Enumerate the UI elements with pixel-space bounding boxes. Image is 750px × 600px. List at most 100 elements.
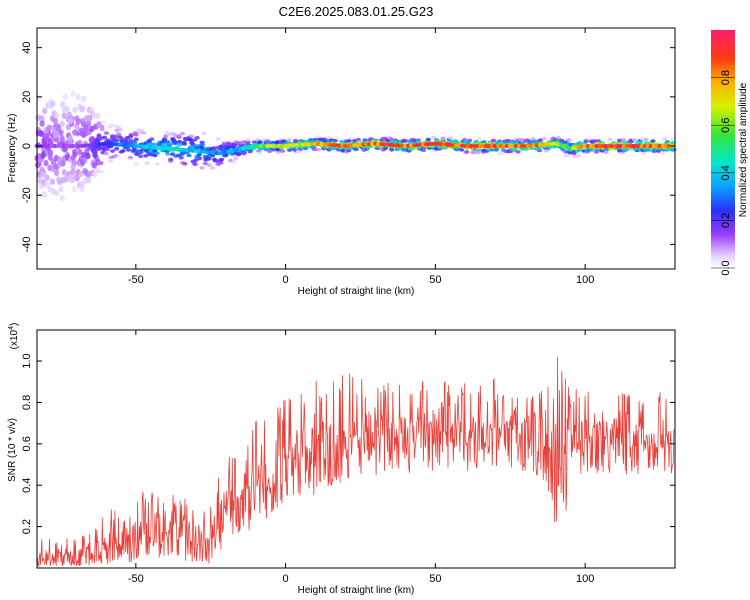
spectrogram-cell [209, 154, 215, 158]
spectrogram-cell [75, 118, 81, 125]
spectrogram-cell [85, 120, 92, 128]
snr-x-axis-title: Height of straight line (km) [298, 585, 415, 596]
spectrogram-cell [389, 148, 395, 152]
spectrogram-cell [564, 154, 570, 158]
snr-panel: -50 0 50 100 0.2 0.4 0.6 0.8 1.0 Height of stra… [7, 323, 676, 596]
spectrogram-cell [181, 142, 187, 146]
spectrogram-cell [127, 155, 133, 160]
spectrogram-cell [74, 175, 80, 182]
spectrogram-cell [103, 151, 109, 156]
snr-y-axis-title: SNR (10 * v/v) [7, 418, 18, 482]
spectrogram-cell [163, 134, 169, 138]
spectrogram-cell [219, 157, 225, 162]
spectrogram-cell [425, 137, 431, 142]
spectrogram-cell [168, 157, 174, 162]
spectrogram-cell [86, 176, 92, 184]
spectrogram-cell [476, 137, 482, 141]
spectrogram-y-tick-label: 0 [21, 143, 33, 149]
spectrogram-cell [505, 139, 511, 143]
spectrogram-cell [362, 138, 368, 142]
spectrogram-x-tick-label: 50 [429, 274, 441, 286]
spectrogram-cell [85, 152, 91, 160]
spectrogram-cell [607, 137, 613, 142]
spectrogram-cell [265, 139, 271, 143]
spectrogram-cell [148, 148, 154, 153]
spectrogram-cell [194, 136, 200, 140]
spectrogram-cell [59, 120, 65, 128]
spectrogram-cell [75, 93, 81, 101]
spectrogram-cell [84, 147, 90, 155]
spectrogram-cell [54, 169, 60, 176]
spectrogram-cell [275, 150, 281, 155]
spectrogram-cell [206, 163, 212, 167]
spectrogram-cell [176, 139, 183, 144]
spectrogram-cell [91, 112, 97, 119]
spectrogram-cell [197, 156, 203, 161]
spectrogram-cell [293, 138, 299, 143]
spectrogram-cell [215, 137, 221, 141]
snr-x-tick-label: 100 [576, 573, 594, 585]
spectrogram-cell [314, 134, 320, 139]
spectrogram-cell [555, 136, 562, 140]
spectrogram-cell [91, 162, 97, 169]
spectrogram-cell [82, 156, 88, 164]
spectrogram-cell [50, 100, 56, 107]
spectrogram-cell [103, 131, 110, 135]
spectrogram-cell [186, 153, 192, 158]
spectrogram-cell [267, 149, 273, 153]
spectrogram-cell [82, 168, 88, 175]
spectrogram-cell [660, 151, 666, 155]
snr-x-tick-label: -50 [128, 573, 144, 585]
spectrogram-cell [346, 139, 352, 143]
snr-series-line [36, 356, 675, 568]
spectrogram-cell [589, 148, 595, 152]
spectrogram-cell [61, 112, 67, 120]
spectrogram-cell [118, 136, 125, 141]
spectrogram-cell [632, 138, 638, 142]
spectrogram-cell [559, 138, 565, 143]
spectrogram-cell [43, 159, 49, 167]
spectrogram-cell [72, 106, 78, 114]
spectrogram-frame [36, 27, 676, 270]
spectrogram-cell [583, 139, 589, 144]
spectrogram-cell [108, 159, 114, 163]
snr-y-tick-label: 0.6 [21, 436, 33, 451]
spectrogram-cell [60, 101, 66, 108]
spectrogram-cell [274, 141, 280, 145]
spectrogram-cell [515, 150, 521, 154]
spectrogram-cell [326, 135, 332, 140]
spectrogram-cell [402, 139, 409, 143]
spectrogram-cell [196, 152, 202, 157]
spectrogram-cell [192, 162, 198, 167]
snr-y-multiplier: (x104) [8, 323, 20, 350]
spectrogram-cell [541, 136, 548, 141]
spectrogram-cell [662, 137, 668, 141]
spectrogram-cell [199, 142, 205, 147]
spectrogram-cell [154, 151, 160, 155]
spectrogram-cell [151, 142, 157, 147]
spectrogram-cell [310, 138, 316, 143]
spectrogram-cell [286, 138, 292, 142]
spectrogram-cell [470, 150, 476, 155]
spectrogram-cell [54, 190, 60, 197]
spectrogram-cell [519, 138, 526, 142]
spectrogram-cell [77, 148, 83, 156]
spectrogram-cell [64, 106, 70, 113]
spectrogram-y-axis-title: Frequency (Hz) [7, 114, 18, 183]
spectrogram-cell [40, 171, 46, 178]
spectrogram-cell [575, 154, 581, 158]
spectrogram-x-tick-label: -50 [128, 274, 144, 286]
spectrogram-cell [68, 173, 74, 181]
spectrogram-cell [100, 120, 107, 124]
spectrogram-cell [464, 150, 470, 154]
snr-y-tick-label: 0.2 [21, 519, 33, 534]
spectrogram-cell [620, 138, 627, 142]
snr-x-ticks: -50 0 50 100 [128, 330, 594, 585]
spectrogram-cell [70, 163, 76, 170]
spectrogram-cell [543, 149, 549, 153]
spectrogram-cell [39, 120, 45, 127]
spectrogram-cell [388, 137, 394, 141]
spectrogram-cell [99, 169, 105, 174]
spectrogram-cell [101, 135, 107, 140]
spectrogram-cell [206, 157, 212, 161]
